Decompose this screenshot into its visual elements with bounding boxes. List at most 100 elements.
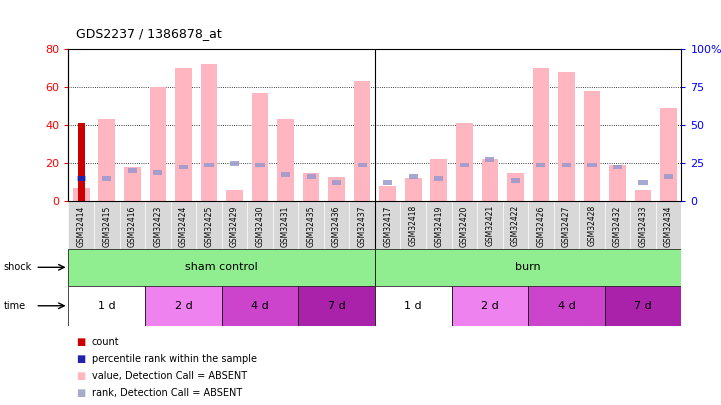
Text: 2 d: 2 d bbox=[174, 301, 193, 311]
Bar bbox=[588, 163, 596, 167]
Bar bbox=[281, 172, 290, 177]
Text: GSM32426: GSM32426 bbox=[536, 205, 545, 247]
Text: GSM32423: GSM32423 bbox=[154, 205, 162, 247]
Bar bbox=[99, 119, 115, 201]
Bar bbox=[204, 163, 213, 167]
Bar bbox=[430, 159, 447, 201]
Text: GSM32429: GSM32429 bbox=[230, 205, 239, 247]
Text: GSM32419: GSM32419 bbox=[434, 205, 443, 247]
Bar bbox=[73, 188, 89, 201]
Bar bbox=[230, 161, 239, 166]
Bar bbox=[536, 163, 546, 167]
Text: time: time bbox=[4, 301, 26, 311]
Bar bbox=[68, 249, 375, 286]
Text: GSM32416: GSM32416 bbox=[128, 205, 137, 247]
Bar bbox=[306, 174, 316, 179]
Bar bbox=[660, 108, 677, 201]
Bar bbox=[434, 176, 443, 181]
Bar bbox=[255, 163, 265, 167]
Text: value, Detection Call = ABSENT: value, Detection Call = ABSENT bbox=[92, 371, 247, 381]
Bar bbox=[222, 286, 298, 326]
Bar bbox=[154, 171, 162, 175]
Bar bbox=[76, 176, 86, 181]
Bar bbox=[634, 190, 651, 201]
Bar bbox=[639, 180, 647, 185]
Text: GSM32420: GSM32420 bbox=[460, 205, 469, 247]
Bar bbox=[528, 286, 605, 326]
Bar bbox=[354, 81, 371, 201]
Text: 4 d: 4 d bbox=[251, 301, 269, 311]
Text: 1 d: 1 d bbox=[98, 301, 115, 311]
Bar bbox=[328, 177, 345, 201]
Bar bbox=[664, 174, 673, 179]
Bar bbox=[200, 64, 217, 201]
Text: ■: ■ bbox=[76, 388, 85, 398]
Bar bbox=[613, 164, 622, 169]
Text: GSM32425: GSM32425 bbox=[205, 205, 213, 247]
Bar bbox=[226, 190, 243, 201]
Bar bbox=[409, 174, 417, 179]
Text: GSM32417: GSM32417 bbox=[383, 205, 392, 247]
Text: rank, Detection Call = ABSENT: rank, Detection Call = ABSENT bbox=[92, 388, 242, 398]
Text: 4 d: 4 d bbox=[557, 301, 575, 311]
Bar bbox=[562, 163, 571, 167]
Text: GSM32422: GSM32422 bbox=[511, 205, 520, 246]
Text: GSM32431: GSM32431 bbox=[281, 205, 290, 247]
Bar bbox=[179, 164, 188, 169]
Bar bbox=[78, 123, 84, 201]
Text: shock: shock bbox=[4, 262, 32, 272]
Bar bbox=[128, 168, 137, 173]
Text: GSM32437: GSM32437 bbox=[358, 205, 367, 247]
Bar bbox=[584, 91, 601, 201]
Text: GSM32421: GSM32421 bbox=[485, 205, 495, 246]
Text: GSM32435: GSM32435 bbox=[306, 205, 316, 247]
Bar bbox=[510, 178, 520, 183]
Bar bbox=[456, 123, 472, 201]
Bar bbox=[460, 163, 469, 167]
Text: GSM32430: GSM32430 bbox=[255, 205, 265, 247]
Bar bbox=[358, 163, 367, 167]
Bar bbox=[375, 286, 451, 326]
Bar bbox=[405, 179, 422, 201]
Bar bbox=[379, 186, 396, 201]
Bar bbox=[383, 180, 392, 185]
Bar bbox=[68, 286, 145, 326]
Bar bbox=[332, 180, 341, 185]
Bar bbox=[175, 68, 192, 201]
Text: sham control: sham control bbox=[185, 262, 258, 272]
Bar bbox=[507, 173, 523, 201]
Text: 7 d: 7 d bbox=[328, 301, 345, 311]
Bar bbox=[145, 286, 222, 326]
Text: GSM32418: GSM32418 bbox=[409, 205, 417, 246]
Text: GSM32433: GSM32433 bbox=[639, 205, 647, 247]
Bar bbox=[78, 176, 84, 181]
Bar bbox=[558, 72, 575, 201]
Text: GDS2237 / 1386878_at: GDS2237 / 1386878_at bbox=[76, 28, 221, 40]
Text: GSM32432: GSM32432 bbox=[613, 205, 622, 247]
Text: GSM32424: GSM32424 bbox=[179, 205, 188, 247]
Text: count: count bbox=[92, 337, 119, 347]
Text: GSM32414: GSM32414 bbox=[76, 205, 86, 247]
Bar bbox=[252, 92, 268, 201]
Bar bbox=[298, 286, 375, 326]
Text: burn: burn bbox=[516, 262, 541, 272]
Text: ■: ■ bbox=[76, 337, 85, 347]
Bar bbox=[451, 286, 528, 326]
Bar bbox=[102, 176, 111, 181]
Text: GSM32428: GSM32428 bbox=[588, 205, 596, 246]
Bar bbox=[375, 249, 681, 286]
Text: 1 d: 1 d bbox=[404, 301, 422, 311]
Text: ■: ■ bbox=[76, 371, 85, 381]
Bar bbox=[482, 159, 498, 201]
Text: 2 d: 2 d bbox=[481, 301, 499, 311]
Bar bbox=[124, 167, 141, 201]
Bar bbox=[278, 119, 294, 201]
Text: 7 d: 7 d bbox=[634, 301, 652, 311]
Bar bbox=[609, 165, 626, 201]
Bar bbox=[303, 173, 319, 201]
Text: GSM32434: GSM32434 bbox=[664, 205, 673, 247]
Bar bbox=[149, 87, 166, 201]
Text: GSM32427: GSM32427 bbox=[562, 205, 571, 247]
Text: GSM32436: GSM32436 bbox=[332, 205, 341, 247]
Text: ■: ■ bbox=[76, 354, 85, 364]
